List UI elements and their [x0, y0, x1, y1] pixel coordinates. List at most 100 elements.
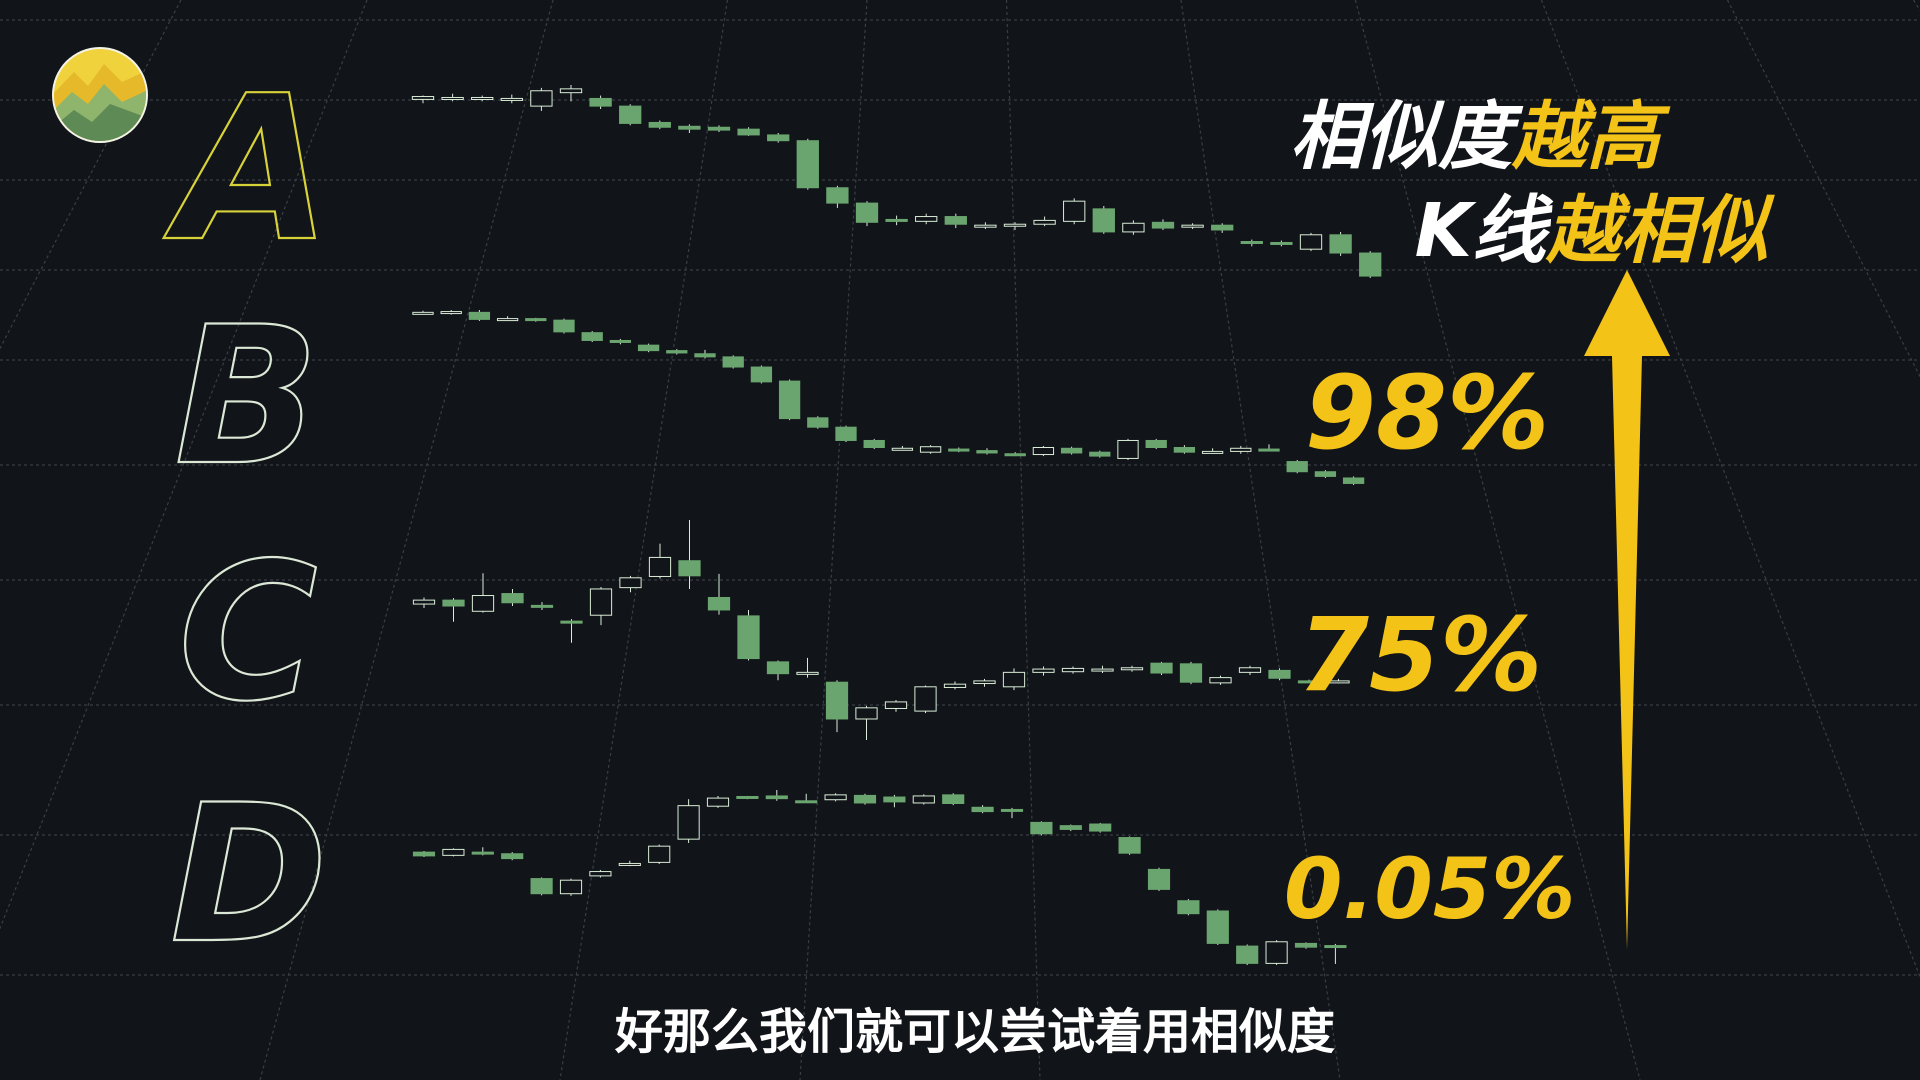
candle-up [796, 671, 819, 675]
row-letter-a: A [164, 53, 332, 286]
grid-line [1540, 0, 1920, 979]
grid-line [1912, 0, 1920, 12]
candle-up [824, 794, 847, 801]
candle-up [1122, 222, 1145, 233]
candle-down [825, 681, 849, 720]
candle-down [826, 187, 849, 204]
candle-down [1236, 945, 1259, 964]
grid-line [559, 0, 729, 1080]
candle-down [1324, 945, 1347, 949]
candle-up [471, 96, 494, 100]
candle-down [1294, 942, 1318, 948]
candle-down [707, 126, 731, 131]
candle-down [471, 851, 494, 855]
candle-down [1179, 663, 1203, 683]
percent-b: 98% [1305, 354, 1549, 473]
candle-down [796, 140, 819, 189]
candle-up [1117, 439, 1139, 459]
candle-down [1004, 453, 1026, 457]
candle-up [1120, 667, 1144, 671]
candle-down [736, 795, 759, 799]
candle-up [973, 680, 996, 685]
candle-down [737, 128, 760, 136]
candle-down [468, 311, 491, 320]
candle-up [1032, 447, 1055, 456]
subtitle-caption: 好那么我们就可以尝试着用相似度 [614, 1004, 1335, 1060]
candle-up [1003, 223, 1027, 227]
candle-up [1002, 671, 1026, 688]
candle-down [1118, 837, 1141, 854]
candle-down [750, 366, 773, 383]
headline-kline: K线 [1415, 188, 1554, 274]
candle-down [1240, 241, 1263, 245]
candle-down [530, 878, 553, 895]
candle-up [648, 845, 671, 863]
candle-down [560, 620, 583, 624]
candle-down [501, 853, 524, 860]
candle-up [912, 795, 935, 804]
candle-up [471, 595, 495, 612]
candle-down [853, 794, 877, 804]
candle-up [589, 871, 612, 877]
candle-up [412, 599, 436, 605]
candle-down [971, 806, 994, 813]
candle-down [1329, 234, 1352, 254]
candle-down [525, 318, 547, 322]
candle-down [678, 125, 701, 130]
candle-down [501, 593, 524, 604]
candle-down [648, 121, 671, 128]
candle-up [677, 805, 700, 840]
candle-down [666, 350, 688, 354]
candle-down [1147, 868, 1171, 890]
candlestick-row-a [411, 85, 1382, 278]
candle-down [1000, 808, 1024, 812]
candle-down [1151, 221, 1175, 229]
candle-down [1211, 224, 1234, 231]
candle-up [412, 311, 434, 315]
candle-down [1268, 669, 1291, 679]
candle-down [766, 661, 790, 675]
row-letter-d: D [170, 764, 328, 985]
candle-down [707, 596, 731, 611]
candle-down [795, 800, 818, 804]
candle-down [1060, 447, 1083, 454]
candle-up [1061, 667, 1085, 673]
candle-down [885, 218, 908, 222]
candle-up [618, 862, 641, 866]
headline-similarity: 相似度 [1290, 94, 1524, 180]
candle-down [1297, 680, 1321, 684]
headline-line-2: K线越相似 [1415, 188, 1775, 274]
candle-up [559, 879, 583, 895]
candle-down [948, 448, 970, 452]
candle-up [648, 556, 672, 577]
candle-up [974, 224, 997, 228]
candle-up [500, 97, 523, 101]
candle-down [637, 344, 660, 352]
candle-up [1327, 680, 1350, 684]
candle-down [619, 105, 642, 124]
candlestick-row-b [412, 310, 1365, 485]
candle-down [609, 339, 632, 343]
candle-up [1091, 668, 1114, 672]
mountain-chart-logo-icon [52, 47, 148, 143]
candle-up [1230, 447, 1252, 452]
headline-more-similar: 越相似 [1545, 188, 1775, 274]
candle-down [1173, 447, 1196, 453]
candle-down [412, 851, 436, 857]
candlestick-row-d [412, 790, 1347, 965]
candlestick-row-c [412, 520, 1350, 740]
candle-down [1150, 662, 1173, 674]
candle-up [914, 686, 937, 712]
candle-up [496, 318, 519, 322]
candle-up [915, 216, 938, 222]
candle-down [1089, 451, 1111, 457]
candle-down [942, 794, 965, 805]
candle-up [1033, 219, 1056, 225]
candle-down [778, 380, 801, 420]
candle-up [1181, 224, 1204, 228]
row-letter-b: B [175, 286, 320, 507]
candle-down [1258, 448, 1280, 452]
candle-up [1209, 677, 1232, 684]
candle-up [619, 577, 642, 589]
candle-up [855, 707, 878, 720]
